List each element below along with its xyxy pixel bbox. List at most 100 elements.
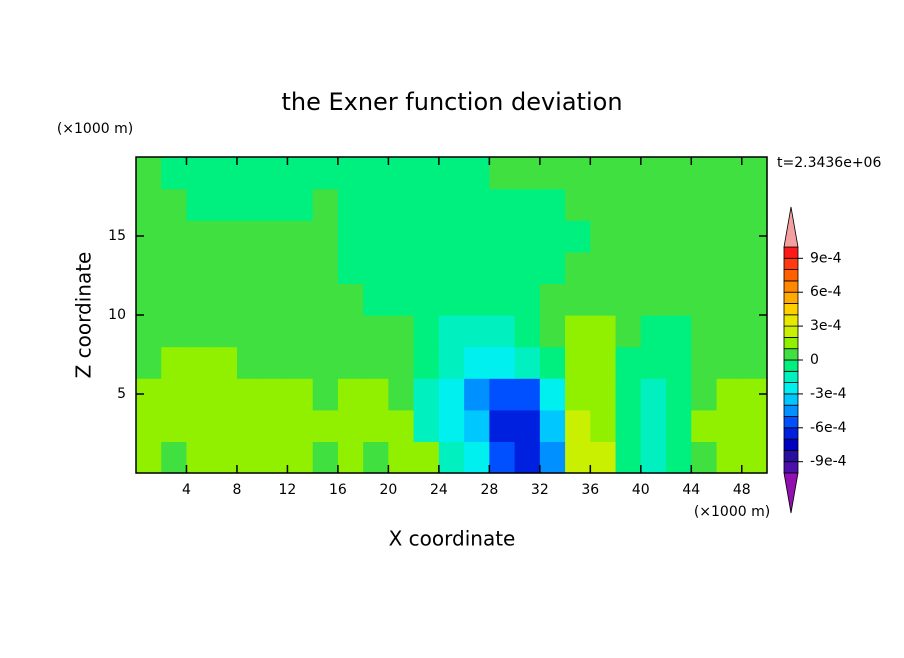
field-cell xyxy=(388,409,415,442)
colorbar-box xyxy=(783,370,799,383)
y-tick-label: 10 xyxy=(108,307,126,323)
field-cell xyxy=(287,378,314,411)
field-cell xyxy=(211,251,238,284)
field-cell xyxy=(716,251,743,284)
field-cell xyxy=(236,409,263,442)
field-cell xyxy=(262,188,289,221)
x-tick-label: 48 xyxy=(733,482,751,498)
field-cell xyxy=(590,157,617,190)
field-cell xyxy=(211,220,238,253)
colorbar-under xyxy=(783,472,799,514)
field-cell xyxy=(565,157,591,190)
field-cell xyxy=(666,441,692,474)
field-cell xyxy=(337,315,364,348)
field-cell xyxy=(489,315,516,348)
field-cell xyxy=(716,409,743,442)
field-cell xyxy=(691,409,718,442)
field-cell xyxy=(640,315,667,348)
field-cell xyxy=(287,188,314,221)
field-cell xyxy=(489,220,516,253)
field-cell xyxy=(666,188,692,221)
field-cell xyxy=(666,346,692,379)
colorbar-tick-label: 0 xyxy=(810,352,819,368)
field-cell xyxy=(741,346,768,379)
field-cell xyxy=(666,283,692,316)
field-cell xyxy=(691,346,718,379)
field-cell xyxy=(438,315,465,348)
field-cell xyxy=(337,188,364,221)
field-cell xyxy=(136,409,162,442)
field-cell xyxy=(489,346,516,379)
field-cell xyxy=(161,315,188,348)
field-cell xyxy=(236,315,263,348)
field-cell xyxy=(236,157,263,190)
field-cell xyxy=(186,251,213,284)
field-cell xyxy=(262,251,289,284)
field-cell xyxy=(691,220,718,253)
field-cell xyxy=(236,441,263,474)
field-cell xyxy=(312,188,339,221)
field-cell xyxy=(691,188,718,221)
field-cell xyxy=(136,315,162,348)
field-cell xyxy=(640,283,667,316)
field-cell xyxy=(161,157,188,190)
field-cell xyxy=(666,157,692,190)
field-cell xyxy=(413,315,440,348)
field-cell xyxy=(287,220,314,253)
field-cell xyxy=(337,346,364,379)
field-cell xyxy=(615,157,642,190)
field-cell xyxy=(741,251,768,284)
field-cell xyxy=(640,251,667,284)
field-cell xyxy=(590,220,617,253)
colorbar-box xyxy=(783,382,799,395)
field xyxy=(136,157,768,474)
field-cell xyxy=(438,346,465,379)
field-cell xyxy=(388,220,415,253)
field-cell xyxy=(489,409,516,442)
y-tick-label: 15 xyxy=(108,228,126,244)
colorbar-box xyxy=(783,393,799,406)
field-cell xyxy=(236,251,263,284)
colorbar-tick-label: 3e-4 xyxy=(810,318,842,334)
field-cell xyxy=(514,251,541,284)
field-cell xyxy=(489,188,516,221)
field-cell xyxy=(438,441,465,474)
field-cell xyxy=(640,378,667,411)
x-tick-label: 28 xyxy=(480,482,498,498)
field-cell xyxy=(161,409,188,442)
x-tick-label: 36 xyxy=(581,482,599,498)
field-cell xyxy=(312,409,339,442)
field-cell xyxy=(136,441,162,474)
field-cell xyxy=(666,220,692,253)
colorbar-box xyxy=(783,325,799,338)
colorbar-box xyxy=(783,303,799,316)
colorbar-box xyxy=(783,280,799,293)
field-cell xyxy=(413,346,440,379)
field-cell xyxy=(716,157,743,190)
time-annotation: t=2.3436e+06 xyxy=(777,155,881,171)
field-cell xyxy=(363,315,389,348)
x-axis-label: X coordinate xyxy=(389,527,516,551)
field-cell xyxy=(640,441,667,474)
field-cell xyxy=(716,346,743,379)
field-cell xyxy=(413,251,440,284)
field-cell xyxy=(337,220,364,253)
field-cell xyxy=(539,251,566,284)
field-cell xyxy=(136,251,162,284)
field-cell xyxy=(262,315,289,348)
colorbar-box xyxy=(783,449,799,463)
field-cell xyxy=(615,283,642,316)
field-cell xyxy=(691,157,718,190)
field-cell xyxy=(539,441,566,474)
field-cell xyxy=(539,157,566,190)
colorbar-box xyxy=(783,314,799,327)
colorbar-box xyxy=(783,336,799,350)
field-cell xyxy=(312,315,339,348)
colorbar-tick-label: 6e-4 xyxy=(810,284,842,300)
field-cell xyxy=(413,378,440,411)
field-cell xyxy=(236,220,263,253)
field-cell xyxy=(161,346,188,379)
field-cell xyxy=(388,283,415,316)
colorbar-box xyxy=(783,246,799,259)
field-cell xyxy=(539,409,566,442)
